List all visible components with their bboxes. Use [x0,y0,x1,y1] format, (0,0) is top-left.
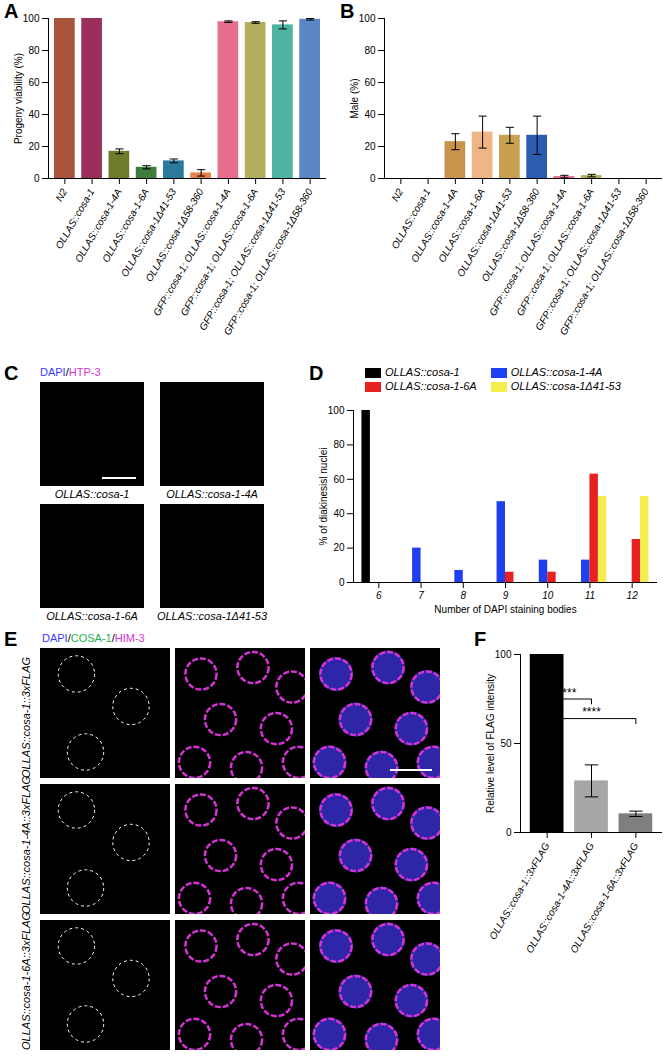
html-text:B: B [340,0,355,22]
svg-text:100: 100 [328,405,345,416]
svg-text:0: 0 [339,577,345,588]
svg-text:80: 80 [28,45,40,56]
html-text:OLLAS::cosa-1Δ41-53: OLLAS::cosa-1Δ41-53 [510,380,621,393]
svg-text:20: 20 [364,141,376,152]
svg-text:11: 11 [585,590,595,601]
html-text:DAPI / COSA-1 / HIM-3: DAPI / COSA-1 / HIM-3 [42,632,145,644]
svg-text:OLLAS::cosa-1-6A: OLLAS::cosa-1-6A [100,186,151,264]
svg-text:100: 100 [23,13,40,24]
svg-text:GFP::cosa-1; OLLAS::cosa-1-4A: GFP::cosa-1; OLLAS::cosa-1-4A [150,186,233,318]
svg-text:OLLAS::cosa-1Δ58-360: OLLAS::cosa-1Δ58-360 [479,186,542,284]
svg-text:GFP::cosa-1; OLLAS::cosa-1-6A: GFP::cosa-1; OLLAS::cosa-1-6A [514,186,597,318]
svg-text:GFP::cosa-1; OLLAS::cosa-1Δ58-: GFP::cosa-1; OLLAS::cosa-1Δ58-360 [221,186,314,337]
svg-text:Relative level of FLAG intensi: Relative level of FLAG intensity [485,674,496,813]
svg-text:GFP::cosa-1; OLLAS::cosa-1Δ41-: GFP::cosa-1; OLLAS::cosa-1Δ41-53 [197,186,288,333]
svg-text:Number of DAPI staining bodies: Number of DAPI staining bodies [434,604,576,615]
svg-text:6: 6 [376,590,382,601]
html-text:D: D [309,362,324,384]
svg-text:0: 0 [506,827,512,838]
html-text:OLLAS::cosa-1-4A::3xFLAG: OLLAS::cosa-1-4A::3xFLAG [20,775,32,914]
html-text:OLLAS::cosa-1: OLLAS::cosa-1 [54,488,130,500]
svg-text:10: 10 [542,590,554,601]
html-text:E: E [4,628,18,650]
html-text:F: F [474,628,487,650]
html-text:DAPI / HTP-3: DAPI / HTP-3 [40,366,101,378]
svg-text:100: 100 [359,13,376,24]
svg-text:80: 80 [333,439,345,450]
svg-text:% of diakinesisl nuclei: % of diakinesisl nuclei [318,448,329,546]
svg-text:Male (%): Male (%) [349,78,360,118]
svg-text:7: 7 [418,590,424,601]
svg-text:40: 40 [364,109,376,120]
svg-text:20: 20 [333,542,345,553]
svg-text:***: *** [562,686,576,700]
svg-text:60: 60 [28,77,40,88]
svg-text:80: 80 [364,45,376,56]
html-text:OLLAS::cosa-1::3xFLAG: OLLAS::cosa-1::3xFLAG [20,656,32,778]
svg-text:50: 50 [500,738,512,749]
html-text:OLLAS::cosa-1-6A: OLLAS::cosa-1-6A [385,380,477,393]
svg-text:8: 8 [460,590,466,601]
svg-text:OLLAS::cosa-1::3xFLAG: OLLAS::cosa-1::3xFLAG [487,840,552,942]
svg-text:60: 60 [333,474,345,485]
svg-text:100: 100 [495,649,512,660]
svg-text:OLLAS::cosa-1Δ58-360: OLLAS::cosa-1Δ58-360 [143,186,206,284]
html-text:OLLAS::cosa-1Δ41-53: OLLAS::cosa-1Δ41-53 [156,610,267,622]
svg-text:OLLAS::cosa-1Δ41-53: OLLAS::cosa-1Δ41-53 [454,186,515,279]
html-text:OLLAS::cosa-1-4A: OLLAS::cosa-1-4A [510,366,603,378]
svg-text:OLLAS::cosa-1-4A: OLLAS::cosa-1-4A [73,186,124,264]
svg-text:OLLAS::cosa-1-6A: OLLAS::cosa-1-6A [436,186,487,264]
svg-text:Progeny viability (%): Progeny viability (%) [13,53,24,144]
html-text:OLLAS::cosa-1: OLLAS::cosa-1 [385,366,460,378]
html-text:OLLAS::cosa-1-6A::3xFLAG: OLLAS::cosa-1-6A::3xFLAG [20,911,32,1050]
html-text:OLLAS::cosa-1-6A: OLLAS::cosa-1-6A [46,610,138,622]
svg-text:60: 60 [364,77,376,88]
svg-text:GFP::cosa-1; OLLAS::cosa-1-4A: GFP::cosa-1; OLLAS::cosa-1-4A [486,186,569,318]
html-text:OLLAS::cosa-1-4A: OLLAS::cosa-1-4A [166,488,258,500]
svg-text:0: 0 [34,173,40,184]
svg-text:N2: N2 [389,186,405,203]
html-text:A: A [4,0,19,22]
svg-text:20: 20 [28,141,40,152]
svg-text:N2: N2 [53,186,69,203]
svg-text:GFP::cosa-1; OLLAS::cosa-1Δ58-: GFP::cosa-1; OLLAS::cosa-1Δ58-360 [557,186,650,337]
svg-text:9: 9 [503,590,509,601]
svg-text:OLLAS::cosa-1Δ41-53: OLLAS::cosa-1Δ41-53 [118,186,179,279]
html-text:C: C [4,362,19,384]
svg-text:OLLAS::cosa-1-6A::3xFLAG: OLLAS::cosa-1-6A::3xFLAG [568,840,640,954]
svg-text:40: 40 [333,508,345,519]
svg-text:OLLAS::cosa-1-4A::3xFLAG: OLLAS::cosa-1-4A::3xFLAG [523,840,596,955]
svg-text:12: 12 [627,590,639,601]
svg-text:GFP::cosa-1; OLLAS::cosa-1Δ41-: GFP::cosa-1; OLLAS::cosa-1Δ41-53 [533,186,624,333]
svg-text:0: 0 [370,173,376,184]
svg-text:GFP::cosa-1; OLLAS::cosa-1-6A: GFP::cosa-1; OLLAS::cosa-1-6A [178,186,261,318]
svg-text:****: **** [582,705,601,719]
svg-text:OLLAS::cosa-1-4A: OLLAS::cosa-1-4A [409,186,460,264]
svg-text:40: 40 [28,109,40,120]
